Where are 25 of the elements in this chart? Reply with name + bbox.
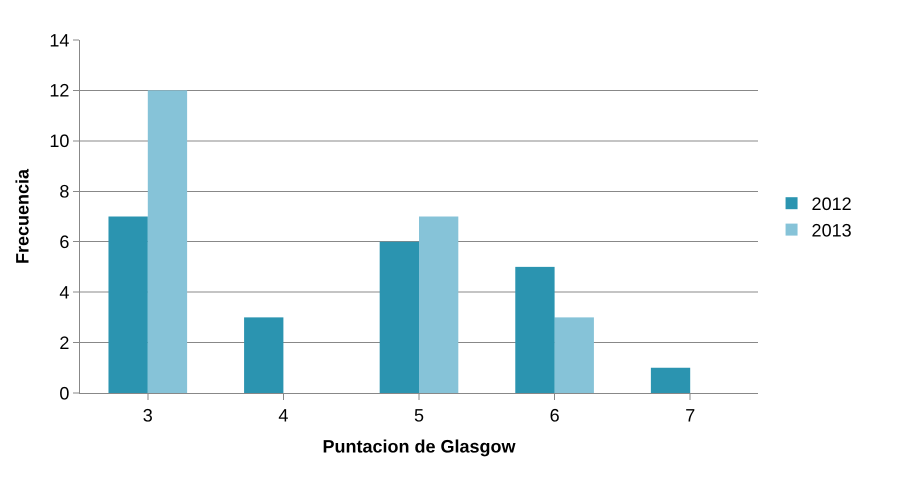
y-tick-label: 6: [59, 232, 70, 252]
x-tick-label: 4: [278, 406, 288, 426]
legend-label: 2013: [812, 220, 852, 241]
bar: [108, 216, 148, 393]
x-tick-label: 7: [685, 406, 696, 426]
bar: [380, 242, 419, 393]
bar: [650, 368, 690, 393]
bar: [244, 317, 284, 393]
x-tick-label: 5: [414, 406, 424, 426]
x-tick-label: 6: [550, 406, 560, 426]
bar: [554, 317, 594, 393]
x-axis-title: Puntacion de Glasgow: [322, 436, 517, 457]
y-tick-label: 8: [59, 182, 70, 202]
bar: [419, 216, 458, 393]
y-tick-label: 14: [49, 30, 70, 50]
y-tick-label: 2: [59, 332, 70, 353]
y-tick-label: 12: [49, 80, 70, 101]
y-tick-label: 0: [59, 383, 70, 404]
y-tick-label: 10: [49, 131, 70, 152]
y-tick-label: 4: [59, 282, 70, 302]
x-tick-label: 3: [142, 406, 153, 426]
bar: [148, 90, 188, 393]
bar: [515, 266, 555, 393]
legend-label: 2012: [812, 194, 852, 214]
y-axis-title: Frecuencia: [12, 168, 33, 264]
